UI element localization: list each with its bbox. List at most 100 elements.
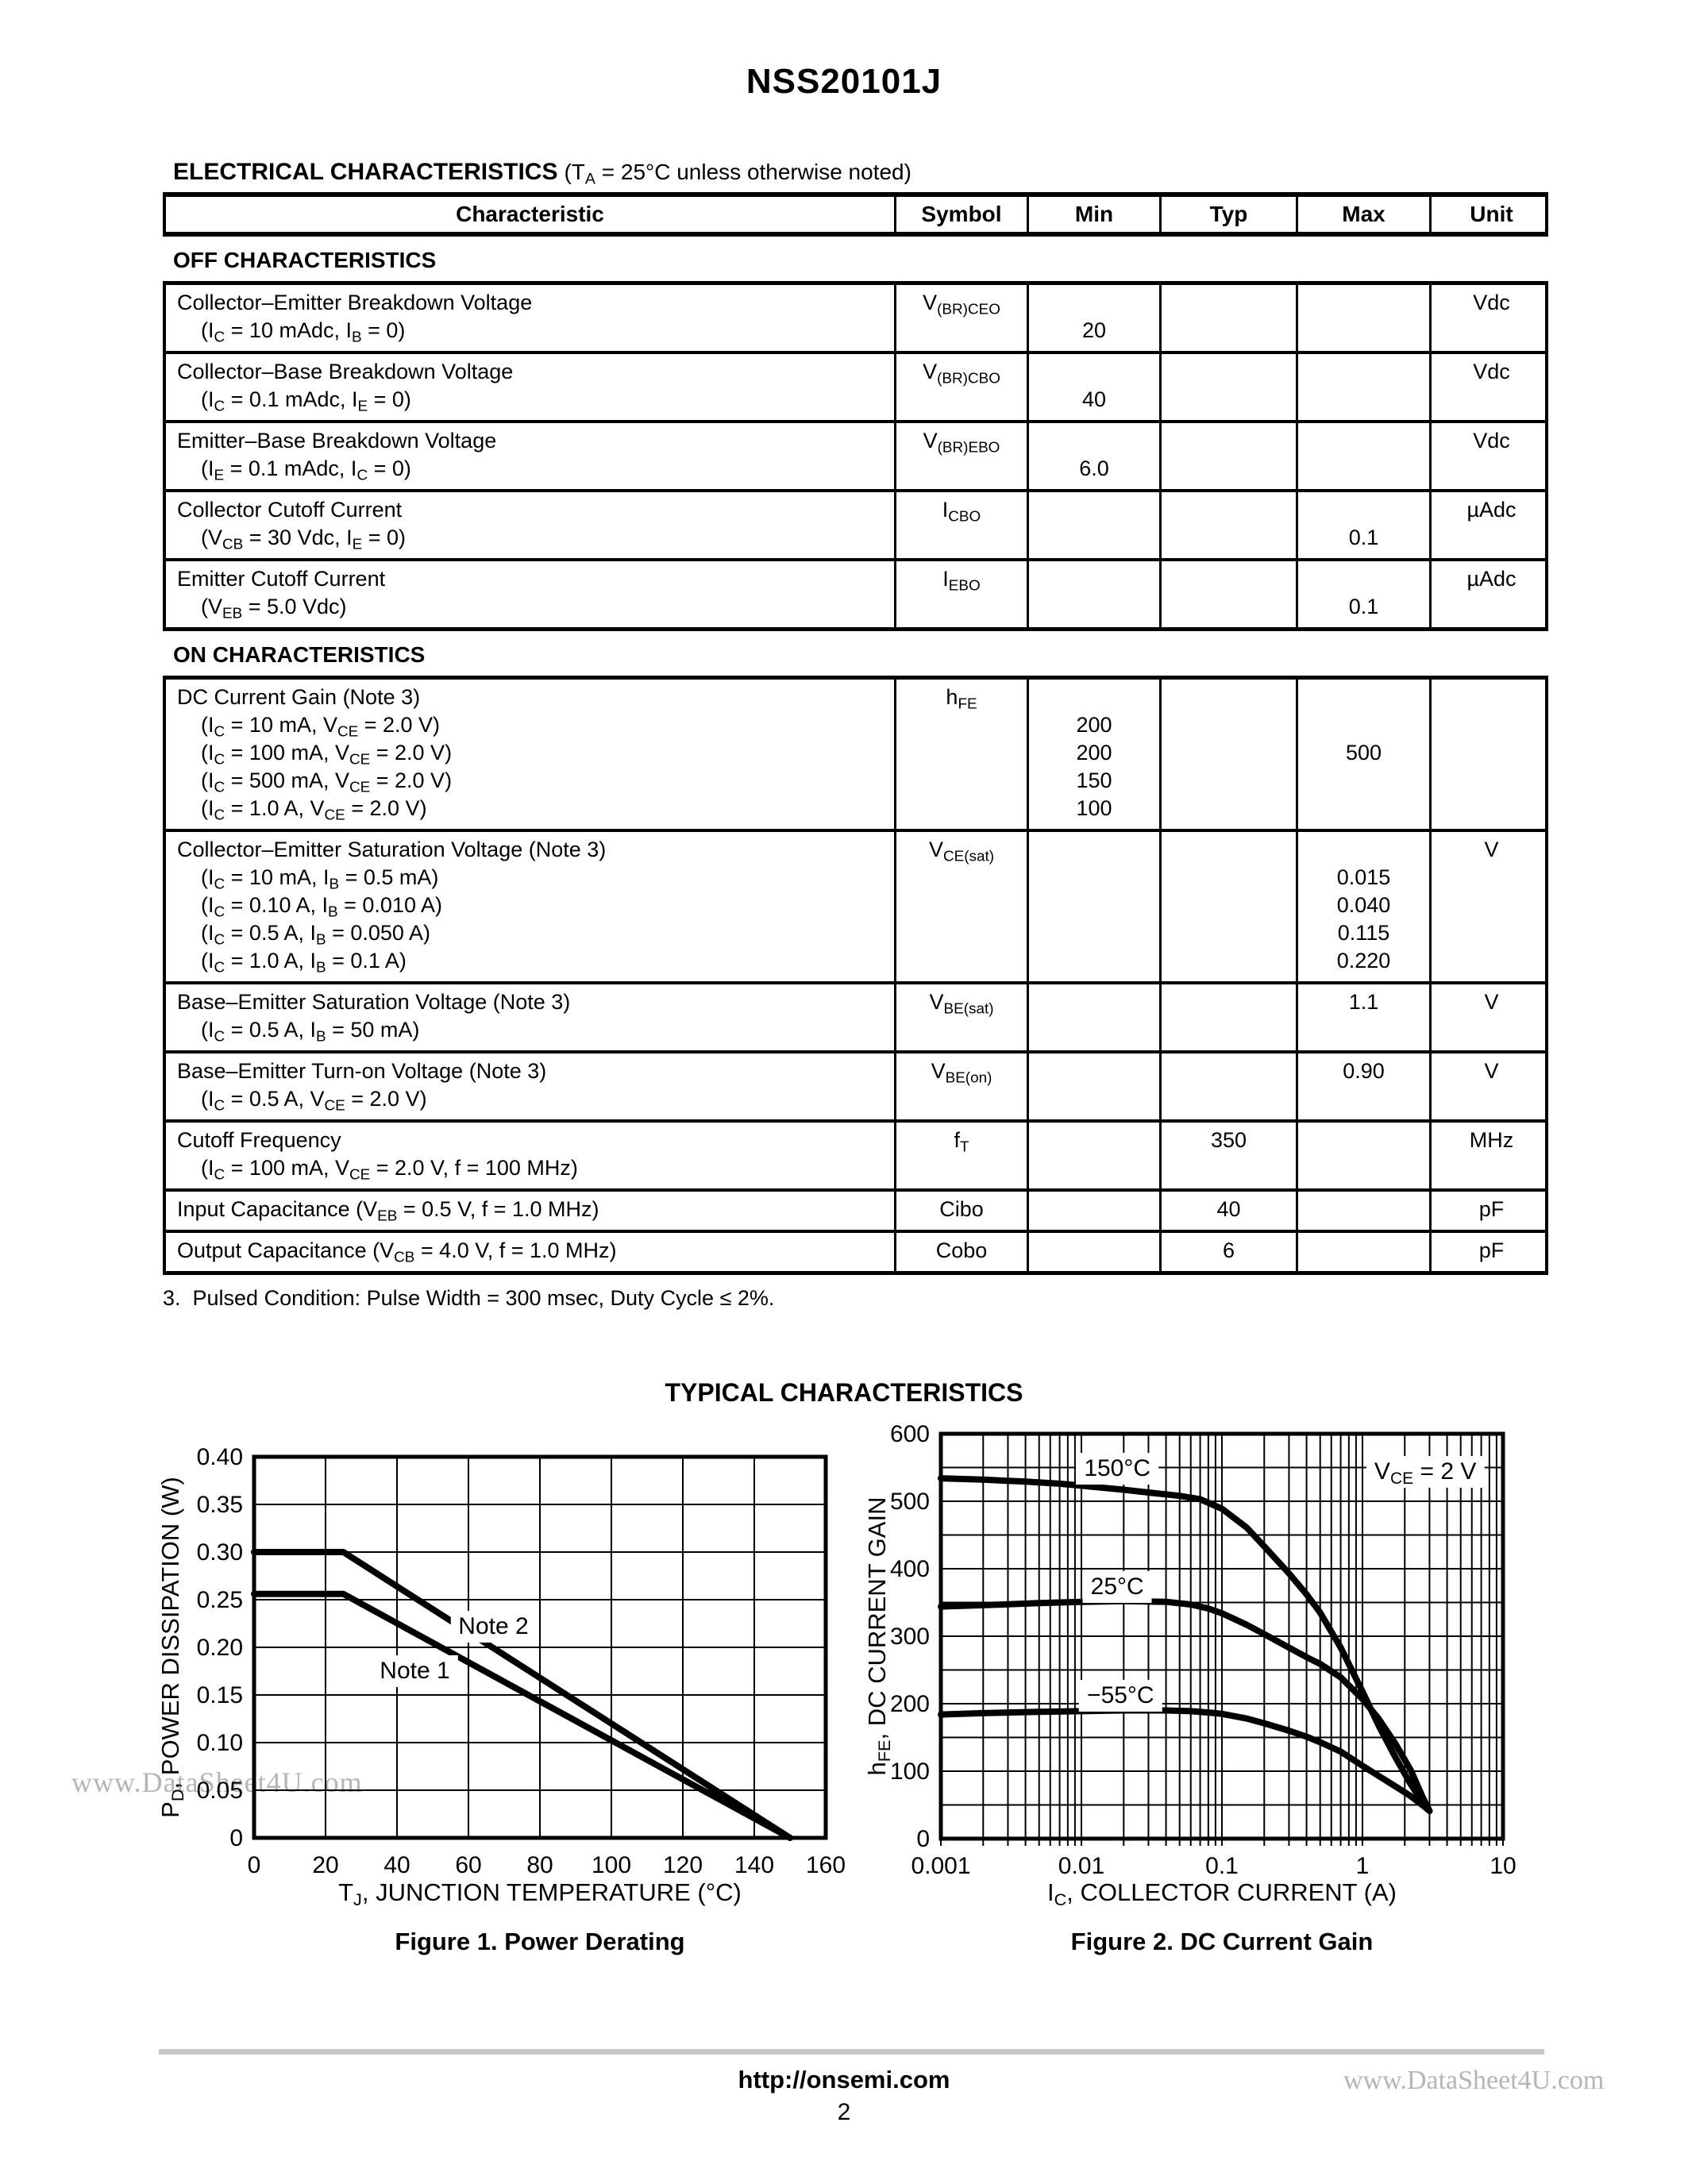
cell-min xyxy=(1027,832,1159,981)
cell-typ xyxy=(1159,423,1296,489)
cell-symbol: V(BR)CBO xyxy=(894,354,1027,420)
cell-typ xyxy=(1159,492,1296,558)
tick-label: 0.05 xyxy=(197,1778,243,1804)
tick-label: 120 xyxy=(663,1852,703,1878)
cell-unit: Vdc xyxy=(1429,354,1551,420)
heading-conditions: (TA = 25°C unless otherwise noted) xyxy=(564,160,911,188)
footer-divider xyxy=(159,2049,1544,2055)
chart-annotation: −55°C xyxy=(1079,1679,1162,1712)
fig2-caption: Figure 2. DC Current Gain xyxy=(1070,1928,1374,1955)
cell-max xyxy=(1296,354,1429,420)
cell-typ xyxy=(1159,832,1296,981)
tick-label: 0.10 xyxy=(197,1730,243,1756)
cell-max: 500 xyxy=(1296,680,1429,829)
table-footnote: 3. Pulsed Condition: Pulse Width = 300 m… xyxy=(163,1286,775,1310)
cell-symbol: ICBO xyxy=(894,492,1027,558)
cell-unit: V xyxy=(1429,1053,1551,1119)
series-Note-1 xyxy=(251,1590,793,1841)
table-row: Collector–Emitter Breakdown Voltage (IC =… xyxy=(166,285,1545,351)
tick-label: 0 xyxy=(916,1826,930,1852)
cell-max xyxy=(1296,1123,1429,1188)
tick-label: 400 xyxy=(890,1556,930,1582)
cell-unit: Vdc xyxy=(1429,423,1551,489)
cell-min: 40 xyxy=(1027,354,1159,420)
tick-label: 0.25 xyxy=(197,1587,243,1613)
tick-label: 200 xyxy=(890,1691,930,1717)
table-row: Base–Emitter Turn-on Voltage (Note 3) (IC… xyxy=(166,1050,1545,1119)
watermark-footer: www.DataSheet4U.com xyxy=(1343,2066,1605,2095)
tick-label: 100 xyxy=(890,1758,930,1785)
tick-label: 0.35 xyxy=(197,1492,243,1518)
cell-max xyxy=(1296,1192,1429,1230)
cell-max: 0.1 xyxy=(1296,561,1429,627)
tick-label: 0.01 xyxy=(1058,1853,1104,1879)
cell-min xyxy=(1027,1123,1159,1188)
cell-typ: 6 xyxy=(1159,1233,1296,1271)
tick-label: 0.15 xyxy=(197,1682,243,1708)
cell-typ xyxy=(1159,1053,1296,1119)
tick-label: 20 xyxy=(312,1852,338,1878)
tick-label: 0.40 xyxy=(197,1444,243,1470)
series-Note-2 xyxy=(251,1549,793,1841)
fig2-y-axis-title: hFE, DC CURRENT GAIN xyxy=(863,1496,895,1776)
cell-min xyxy=(1027,984,1159,1050)
cell-symbol: VCE(sat) xyxy=(894,832,1027,981)
cell-max: 0.1 xyxy=(1296,492,1429,558)
tick-label: 160 xyxy=(806,1852,846,1878)
cell-unit: pF xyxy=(1429,1192,1551,1230)
fig2-x-axis-title: IC, COLLECTOR CURRENT (A) xyxy=(1047,1878,1397,1910)
tick-label: 600 xyxy=(890,1421,930,1447)
column-header: Symbol xyxy=(894,197,1027,232)
tick-label: 0.1 xyxy=(1205,1853,1239,1879)
table-section: Collector–Emitter Breakdown Voltage (IC =… xyxy=(163,281,1548,631)
typical-characteristics-heading: TYPICAL CHARACTERISTICS xyxy=(665,1378,1023,1407)
table-header-row: Characteristic Symbol Min Typ Max Unit xyxy=(163,192,1548,237)
cell-max xyxy=(1296,285,1429,351)
footer-link[interactable]: http://onsemi.com xyxy=(738,2066,950,2093)
page-title: NSS20101J xyxy=(746,62,942,101)
tick-label: 140 xyxy=(734,1852,774,1878)
cell-max: 0.015 0.040 0.115 0.220 xyxy=(1296,832,1429,981)
table-row: Emitter Cutoff Current (VEB = 5.0 Vdc) IEB… xyxy=(166,558,1545,627)
cell-min: 6.0 xyxy=(1027,423,1159,489)
tick-label: 60 xyxy=(455,1852,481,1878)
section-heading: OFF CHARACTERISTICS xyxy=(173,248,437,272)
watermark-chart: www.DataSheet4U.com xyxy=(71,1766,363,1798)
cell-symbol: Cobo xyxy=(894,1233,1027,1271)
tick-label: 80 xyxy=(526,1852,553,1878)
cell-unit: pF xyxy=(1429,1233,1551,1271)
tick-label: 0 xyxy=(248,1852,261,1878)
cell-min xyxy=(1027,1192,1159,1230)
fig1-y-axis-title: PD, POWER DISSIPATION (W) xyxy=(156,1477,188,1818)
tick-label: 100 xyxy=(592,1852,631,1878)
cell-unit: MHz xyxy=(1429,1123,1551,1188)
chart-annotation: 150°C xyxy=(1076,1453,1159,1485)
cell-characteristic: Cutoff Frequency (IC = 100 mA, VCE = 2.0 … xyxy=(177,1128,578,1184)
tick-label: 0.001 xyxy=(911,1853,970,1879)
cell-unit xyxy=(1429,680,1551,829)
tick-label: 0 xyxy=(229,1825,243,1851)
tick-label: 40 xyxy=(383,1852,410,1878)
cell-characteristic: Emitter Cutoff Current (VEB = 5.0 Vdc) xyxy=(177,567,386,622)
cell-unit: Vdc xyxy=(1429,285,1551,351)
section-heading: ON CHARACTERISTICS xyxy=(173,642,426,667)
table-row: Emitter–Base Breakdown Voltage (IE = 0.1 … xyxy=(166,420,1545,489)
cell-min: 20 xyxy=(1027,285,1159,351)
cell-characteristic: DC Current Gain (Note 3) (IC = 10 mA, VCE… xyxy=(177,685,453,824)
figure-1-plot: 0 20 40 60 80 100 120 140 160 0 0.05 0.10 0.15 0.20 0.… xyxy=(197,1444,846,1878)
cell-typ: 40 xyxy=(1159,1192,1296,1230)
series-150°C xyxy=(938,1475,1433,1815)
table-row: Collector–Emitter Saturation Voltage (No… xyxy=(166,829,1545,981)
cell-typ xyxy=(1159,285,1296,351)
tick-label: 10 xyxy=(1490,1853,1516,1879)
tick-label: 300 xyxy=(890,1624,930,1650)
table-row: Collector–Base Breakdown Voltage (IC = 0.… xyxy=(166,351,1545,420)
cell-typ xyxy=(1159,984,1296,1050)
cell-symbol: V(BR)CEO xyxy=(894,285,1027,351)
table-row: Collector Cutoff Current (VCB = 30 Vdc, I… xyxy=(166,489,1545,558)
cell-min: 200 200 150 100 xyxy=(1027,680,1159,829)
cell-typ xyxy=(1159,680,1296,829)
cell-symbol: hFE xyxy=(894,680,1027,829)
chart-annotation: 25°C xyxy=(1082,1570,1152,1603)
cell-typ xyxy=(1159,561,1296,627)
